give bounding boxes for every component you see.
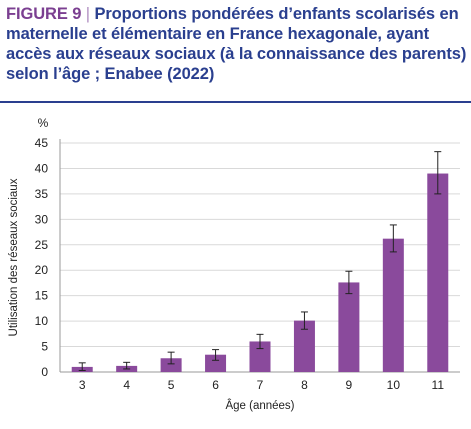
y-tick-label: 0	[41, 365, 48, 379]
y-tick-label: 10	[35, 314, 49, 328]
bar	[293, 320, 315, 372]
bar	[427, 173, 449, 372]
figure-separator: |	[85, 5, 90, 23]
y-tick-label: 45	[35, 136, 49, 150]
x-tick-label: 10	[387, 378, 401, 392]
x-tick-label: 9	[346, 378, 353, 392]
y-tick-label: 20	[35, 263, 49, 277]
x-tick-label: 4	[123, 378, 130, 392]
y-tick-label: 40	[35, 161, 49, 175]
y-unit-label: %	[38, 116, 49, 130]
y-tick-label: 30	[35, 212, 49, 226]
x-tick-label: 3	[79, 378, 86, 392]
y-tick-label: 35	[35, 187, 49, 201]
x-axis-title: Âge (années)	[225, 399, 294, 412]
y-tick-label: 15	[35, 289, 49, 303]
x-tick-label: 7	[257, 378, 264, 392]
y-tick-label: 25	[35, 238, 49, 252]
bar	[205, 354, 227, 372]
bar	[382, 238, 404, 372]
x-tick-label: 8	[301, 378, 308, 392]
y-tick-label: 5	[41, 340, 48, 354]
y-axis-title: Utilisation des réseaux sociaux	[8, 178, 20, 336]
figure-header: FIGURE 9 | Proportions pondérées d’enfan…	[6, 4, 468, 84]
x-tick-label: 5	[168, 378, 175, 392]
bar	[160, 358, 182, 372]
figure-title: Proportions pondérées d’enfants scolaris…	[6, 5, 467, 83]
x-tick-label: 11	[432, 378, 445, 392]
header-rule	[0, 101, 471, 103]
bars	[71, 173, 449, 372]
figure-label: FIGURE 9	[6, 5, 82, 23]
bar	[338, 282, 360, 372]
bar	[249, 341, 271, 372]
x-tick-label: 6	[212, 378, 219, 392]
error-bars	[78, 151, 442, 371]
